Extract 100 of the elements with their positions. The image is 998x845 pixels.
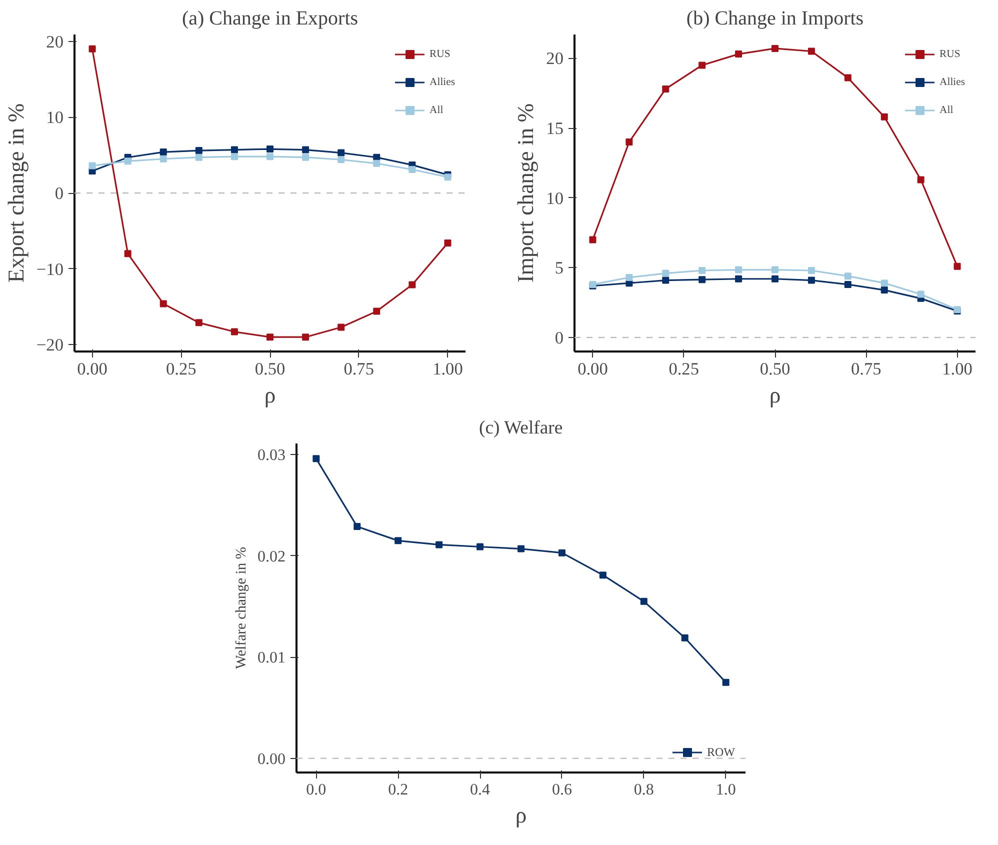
x-axis-title: ρ <box>769 382 781 408</box>
point <box>302 154 310 161</box>
point <box>230 146 238 154</box>
point <box>698 62 706 69</box>
x-tick-label: 0.00 <box>77 360 108 378</box>
point <box>88 45 96 52</box>
point <box>772 266 778 274</box>
x-tick-label: 1.00 <box>942 360 972 378</box>
x-tick-label: 0.25 <box>166 360 196 378</box>
point <box>808 267 815 274</box>
point <box>681 634 688 642</box>
y-tick-label: 0.02 <box>258 548 286 566</box>
point <box>436 541 443 548</box>
point <box>518 545 524 552</box>
point <box>302 146 310 154</box>
point <box>880 280 888 287</box>
point <box>444 240 452 247</box>
y-axis-title: Welfare change in % <box>234 546 250 670</box>
legend-label: All <box>430 104 444 116</box>
point <box>476 543 484 550</box>
point <box>160 148 167 156</box>
point <box>589 236 596 244</box>
y-tick-label: 0.03 <box>258 447 286 464</box>
chart-title: (b) Change in Imports <box>686 8 864 30</box>
y-tick-label: 0 <box>54 184 64 203</box>
point <box>808 48 815 55</box>
y-tick-label: 5 <box>554 258 564 278</box>
point <box>626 274 633 281</box>
x-tick-label: 0.8 <box>634 782 654 798</box>
x-tick-label: 1.0 <box>716 782 736 798</box>
chart-title: (a) Change in Exports <box>182 8 358 30</box>
point <box>558 549 566 556</box>
point <box>338 149 345 156</box>
x-axis-title: ρ <box>515 802 527 828</box>
point <box>302 334 310 341</box>
legend-label: All <box>940 104 954 116</box>
point <box>160 300 167 308</box>
point <box>662 276 670 284</box>
point <box>373 160 380 167</box>
y-tick-label: 20 <box>546 49 564 68</box>
y-tick-label: 20 <box>46 32 64 52</box>
x-tick-label: 0.00 <box>578 360 608 378</box>
point <box>735 266 742 274</box>
point <box>408 281 416 288</box>
point <box>772 275 778 282</box>
point <box>312 455 320 462</box>
point <box>698 267 706 274</box>
y-tick-label: −10 <box>36 260 64 279</box>
legend-label: RUS <box>430 48 450 60</box>
x-tick-label: 0.6 <box>552 782 572 798</box>
point <box>880 286 888 294</box>
y-axis-title: Export change in % <box>3 103 28 283</box>
point <box>772 44 778 52</box>
point <box>662 270 670 277</box>
point <box>394 537 402 544</box>
point <box>160 155 167 162</box>
y-axis-title: Import change in % <box>513 103 538 283</box>
point <box>266 153 274 160</box>
y-tick-label: 0.01 <box>258 650 286 667</box>
point <box>373 308 380 315</box>
point <box>626 138 633 146</box>
point <box>917 176 924 184</box>
point <box>338 324 345 331</box>
x-tick-label: 0.50 <box>760 360 790 378</box>
point <box>124 158 132 165</box>
point <box>917 290 924 298</box>
point <box>124 250 132 258</box>
point <box>88 162 96 170</box>
point <box>880 113 888 120</box>
point <box>266 334 274 341</box>
y-tick-label: −20 <box>36 336 64 355</box>
point <box>230 153 238 160</box>
legend-label: ROW <box>707 744 735 760</box>
point <box>354 523 361 530</box>
legend-label: RUS <box>940 48 960 60</box>
x-tick-label: 0.25 <box>668 360 700 378</box>
point <box>599 572 606 579</box>
legend-label: Allies <box>430 76 455 88</box>
point <box>195 147 202 154</box>
point <box>844 74 852 82</box>
y-tick-label: 0 <box>554 328 564 348</box>
point <box>408 166 416 173</box>
point <box>735 275 742 282</box>
point <box>954 262 961 270</box>
x-tick-label: 0.75 <box>344 360 374 378</box>
point <box>266 146 274 153</box>
point <box>735 50 742 58</box>
y-tick-label: 10 <box>46 108 64 128</box>
point <box>195 319 202 326</box>
point <box>844 272 852 280</box>
point <box>444 174 452 181</box>
point <box>640 598 648 605</box>
point <box>722 678 730 686</box>
x-tick-label: 1.00 <box>432 360 463 378</box>
x-tick-label: 0.50 <box>254 360 286 378</box>
y-tick-label: 0.00 <box>258 750 286 768</box>
point <box>808 276 815 284</box>
x-tick-label: 0.4 <box>470 782 490 798</box>
y-tick-label: 15 <box>546 119 564 138</box>
legend-label: Allies <box>940 76 965 88</box>
